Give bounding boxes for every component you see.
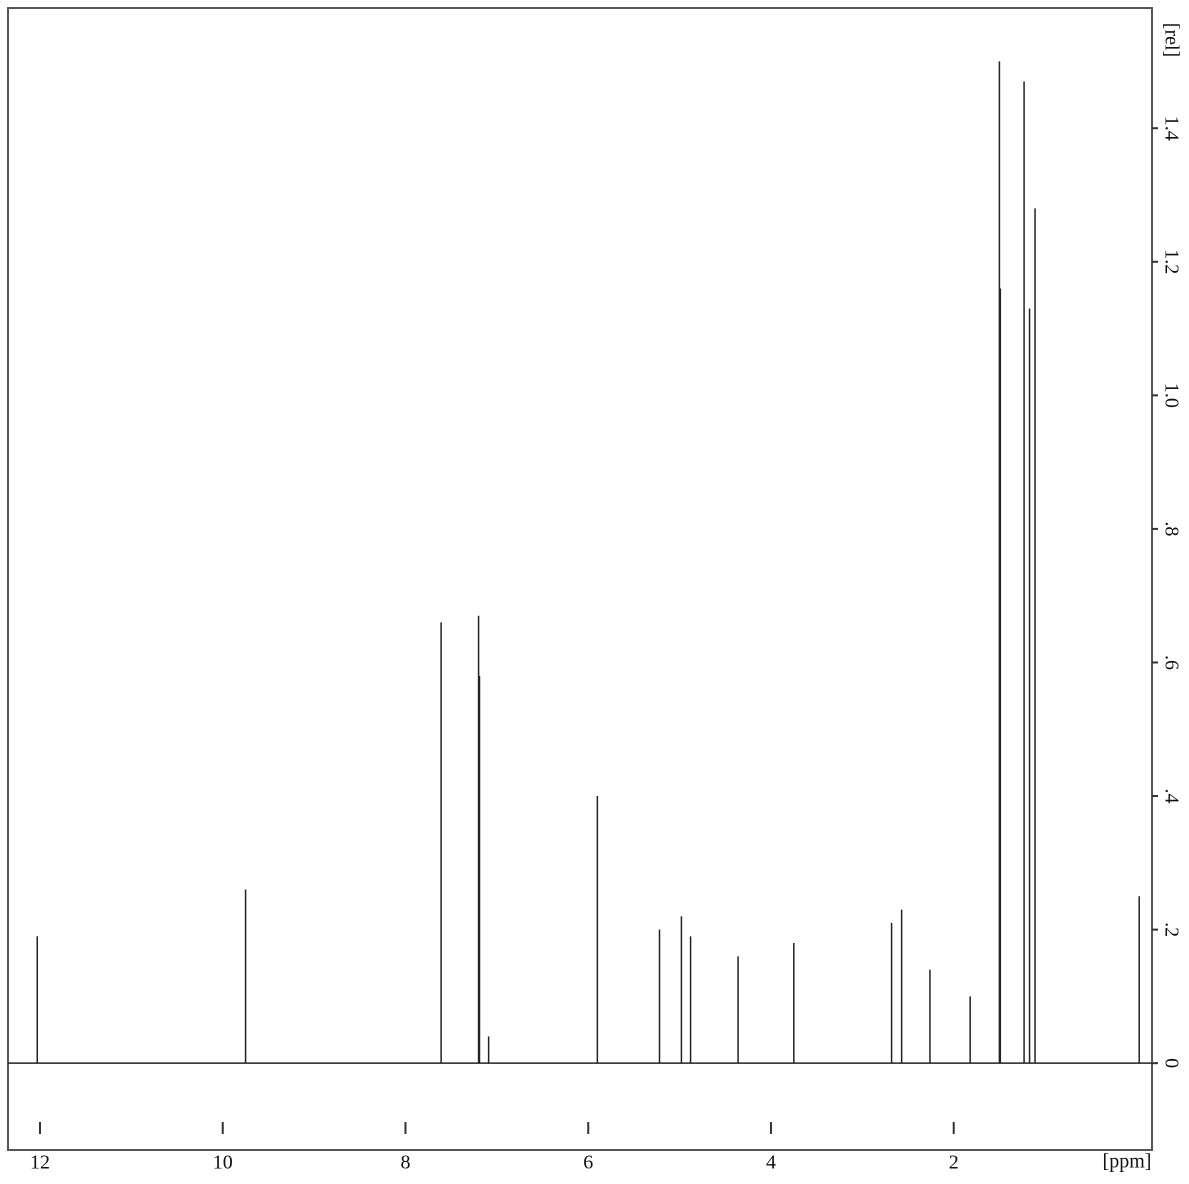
y-tick-label: 0: [1160, 1058, 1182, 1068]
y-tick-label: 1.4: [1160, 116, 1182, 141]
y-tick-label: .4: [1160, 789, 1182, 804]
x-tick-label: 10: [213, 1152, 233, 1174]
x-tick-label: 2: [949, 1152, 959, 1174]
y-tick-label: 1.0: [1160, 383, 1182, 408]
plot-frame: [7, 7, 1153, 1151]
x-tick-label: 12: [30, 1152, 50, 1174]
x-tick-label: 6: [583, 1152, 593, 1174]
y-tick-label: .6: [1160, 655, 1182, 670]
x-tick-label: 8: [400, 1152, 410, 1174]
y-tick-label: .2: [1160, 922, 1182, 937]
y-axis-label: [rel]: [1160, 23, 1182, 57]
x-axis-label: [ppm]: [1103, 1151, 1152, 1173]
x-tick-label: 4: [766, 1152, 776, 1174]
y-tick-label: 1.2: [1160, 249, 1182, 274]
y-tick-label: .8: [1160, 521, 1182, 536]
